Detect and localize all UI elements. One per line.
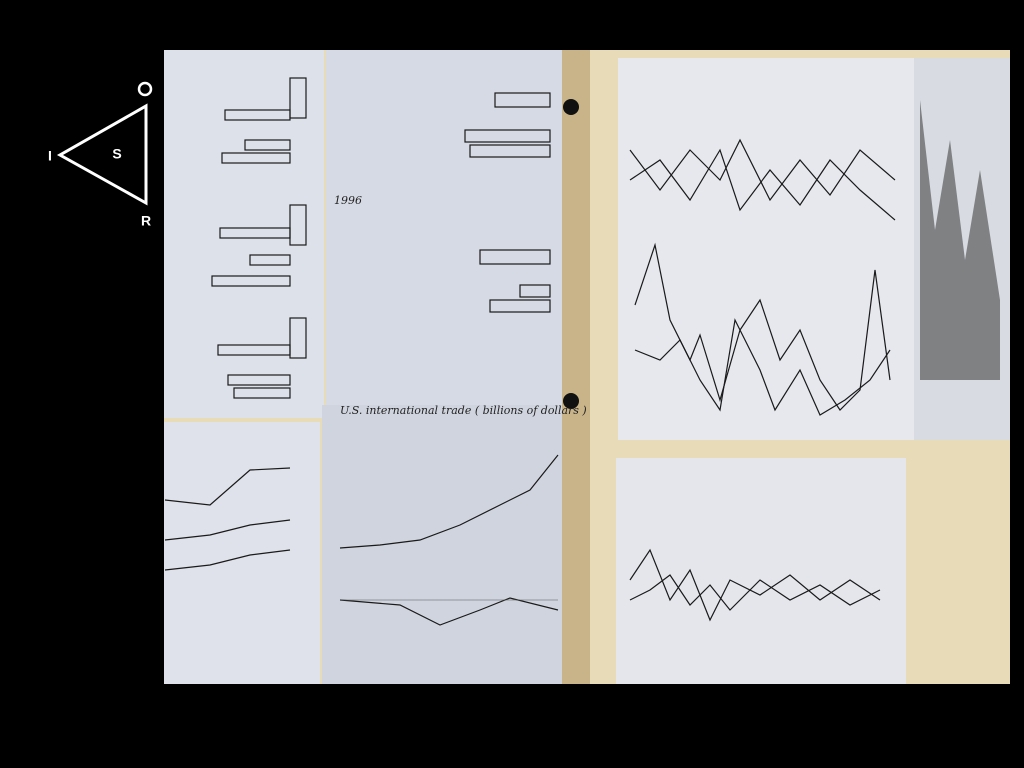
ring — [563, 393, 579, 409]
handwritten-label: 1996 — [334, 194, 362, 207]
line-sketches — [164, 100, 1000, 626]
logo-triangle — [56, 103, 148, 206]
paper — [164, 422, 320, 684]
paper — [616, 458, 906, 684]
bar-sketches — [211, 77, 551, 399]
paper — [618, 58, 914, 440]
logo-circle — [137, 81, 153, 97]
logo-center: S — [112, 146, 121, 162]
logo-left: I — [48, 148, 52, 164]
logo: S I R — [48, 81, 153, 229]
photo: 1996 U.S. international trade ( billions… — [164, 50, 1010, 684]
handwritten-label: U.S. international trade ( billions of d… — [340, 404, 587, 417]
paper — [322, 405, 562, 684]
paper — [326, 50, 562, 405]
logo-bottom: R — [141, 213, 151, 229]
paper — [164, 50, 324, 418]
ring — [563, 99, 579, 115]
binder-spine — [560, 50, 590, 684]
